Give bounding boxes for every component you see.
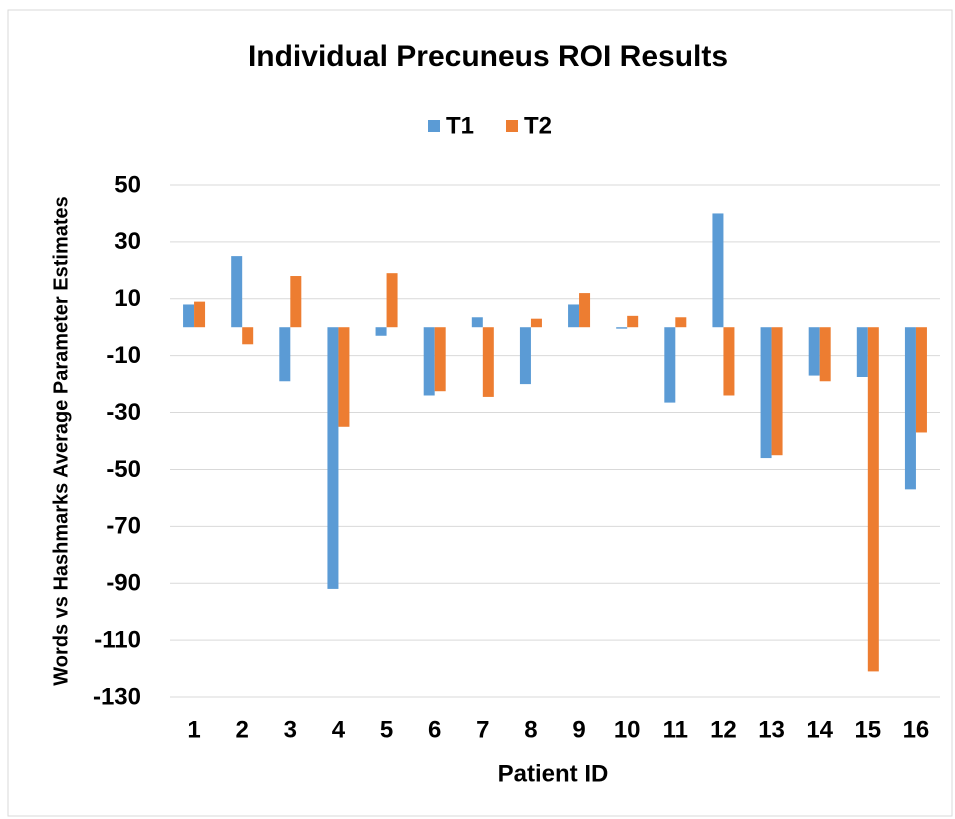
y-tick-label: -130 bbox=[93, 683, 141, 710]
bar bbox=[290, 276, 302, 328]
legend-swatch bbox=[506, 120, 518, 132]
bar bbox=[519, 327, 531, 385]
bar bbox=[771, 327, 783, 456]
bar bbox=[471, 317, 483, 328]
legend-label: T2 bbox=[524, 112, 552, 139]
x-tick-label: 4 bbox=[332, 716, 346, 743]
y-tick-label: -10 bbox=[106, 342, 141, 369]
bar bbox=[568, 304, 580, 328]
x-tick-label: 2 bbox=[236, 716, 249, 743]
bar bbox=[723, 327, 735, 396]
x-tick-label: 9 bbox=[572, 716, 585, 743]
bar bbox=[327, 327, 339, 589]
x-tick-label: 10 bbox=[614, 716, 641, 743]
y-tick-label: -50 bbox=[106, 456, 141, 483]
x-tick-label: 1 bbox=[187, 716, 200, 743]
bar bbox=[915, 327, 927, 433]
y-tick-label: -110 bbox=[94, 626, 141, 653]
bar bbox=[760, 327, 772, 459]
bar bbox=[904, 327, 916, 490]
bar bbox=[627, 315, 639, 328]
bar bbox=[530, 318, 542, 328]
x-tick-label: 11 bbox=[663, 716, 688, 743]
y-tick-label: 10 bbox=[114, 285, 141, 312]
y-tick-label: -30 bbox=[106, 399, 141, 426]
y-tick-label: 30 bbox=[114, 228, 141, 255]
y-tick-label: 50 bbox=[114, 171, 141, 198]
bar bbox=[434, 327, 446, 392]
bar bbox=[242, 327, 254, 345]
bar bbox=[616, 327, 628, 329]
bar bbox=[386, 273, 398, 328]
bar bbox=[675, 317, 687, 328]
bar bbox=[579, 293, 591, 328]
x-tick-label: 16 bbox=[903, 716, 930, 743]
x-tick-label: 12 bbox=[710, 716, 737, 743]
legend-swatch bbox=[428, 120, 440, 132]
legend-label: T1 bbox=[446, 112, 474, 139]
x-tick-label: 6 bbox=[428, 716, 441, 743]
y-axis-label: Words vs Hashmarks Average Parameter Est… bbox=[50, 196, 72, 686]
bar bbox=[819, 327, 831, 382]
bar bbox=[194, 301, 206, 328]
bar bbox=[338, 327, 350, 427]
x-tick-label: 14 bbox=[806, 716, 833, 743]
x-tick-label: 7 bbox=[476, 716, 489, 743]
bar bbox=[856, 327, 868, 377]
bar bbox=[423, 327, 435, 396]
bar bbox=[712, 213, 724, 328]
x-tick-label: 15 bbox=[854, 716, 881, 743]
bar bbox=[183, 304, 195, 328]
x-tick-label: 13 bbox=[758, 716, 785, 743]
x-tick-label: 8 bbox=[524, 716, 537, 743]
bar bbox=[279, 327, 291, 382]
y-tick-label: -90 bbox=[106, 570, 141, 597]
bar bbox=[231, 256, 243, 328]
x-tick-label: 5 bbox=[380, 716, 393, 743]
bar bbox=[664, 327, 676, 403]
x-tick-label: 3 bbox=[284, 716, 297, 743]
bar bbox=[867, 327, 879, 672]
x-axis-label: Patient ID bbox=[498, 760, 609, 787]
y-tick-label: -70 bbox=[106, 513, 141, 540]
bar bbox=[375, 327, 387, 336]
bar bbox=[482, 327, 494, 397]
bar bbox=[808, 327, 820, 376]
chart-title: Individual Precuneus ROI Results bbox=[248, 40, 728, 73]
